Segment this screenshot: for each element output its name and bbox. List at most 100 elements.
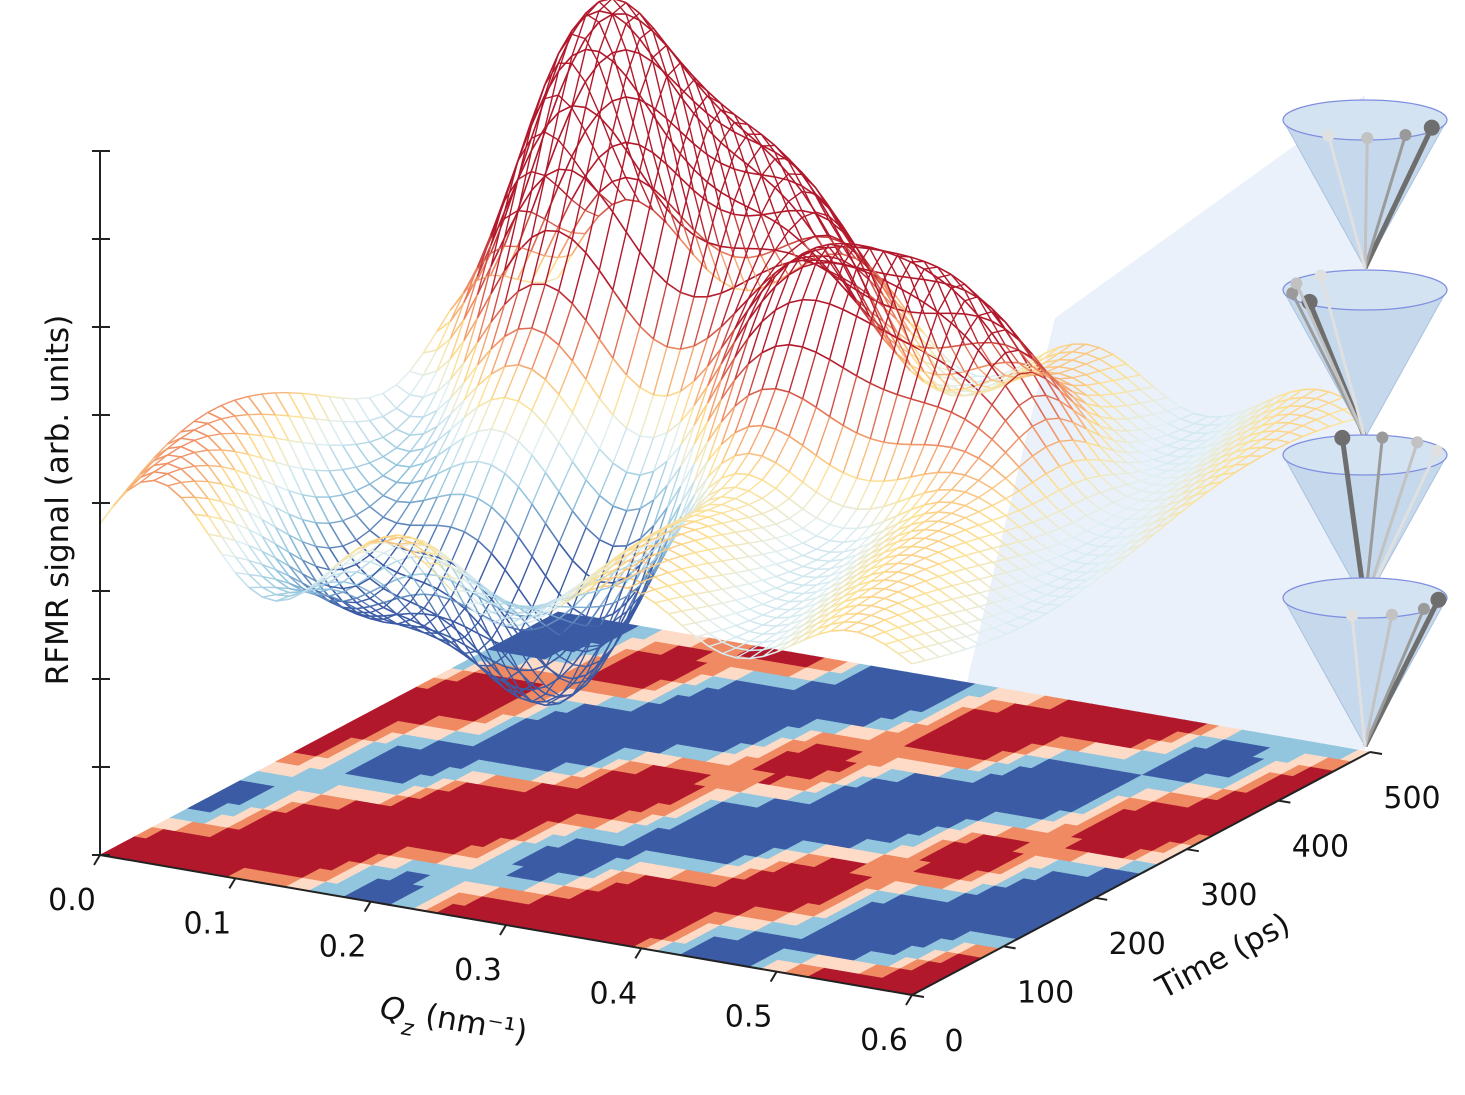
wire-segment <box>1302 414 1317 421</box>
wire-segment <box>490 366 506 400</box>
wire-segment <box>938 602 953 614</box>
wire-segment <box>492 595 506 602</box>
wire-segment <box>828 215 844 242</box>
wire-segment <box>490 198 506 246</box>
wire-segment <box>911 622 926 634</box>
wire-segment <box>248 511 263 521</box>
wire-segment <box>328 522 344 547</box>
wire-segment <box>450 494 466 528</box>
wire-segment <box>207 498 223 520</box>
wire-segment <box>584 10 600 50</box>
wire-segment <box>342 466 357 471</box>
wire-segment <box>530 94 546 151</box>
wire-segment <box>1033 610 1047 615</box>
wire-segment <box>1099 522 1114 529</box>
wire-segment <box>275 543 290 553</box>
wire-segment <box>329 571 344 583</box>
wire-segment <box>856 477 871 482</box>
wire-segment <box>395 384 411 396</box>
wire-segment <box>721 602 737 614</box>
wire-segment <box>261 479 277 508</box>
wire-segment <box>1127 544 1142 551</box>
wire-segment <box>289 591 304 600</box>
wire-segment <box>964 450 979 459</box>
wire-segment <box>978 564 994 577</box>
wire-segment <box>356 608 371 617</box>
wire-segment <box>585 667 601 682</box>
wire-segment <box>828 219 843 232</box>
wire-segment <box>693 460 709 482</box>
wire-segment <box>274 414 290 441</box>
wire-segment <box>491 640 507 668</box>
wire-segment <box>1059 555 1074 563</box>
wire-segment <box>584 1 600 17</box>
wire-segment <box>370 549 385 554</box>
wire-segment <box>829 523 844 529</box>
wire-segment <box>761 266 776 286</box>
wire-segment <box>234 539 249 547</box>
wire-segment <box>694 495 709 511</box>
wire-segment <box>775 507 790 520</box>
wire-segment <box>207 480 222 485</box>
wire-segment <box>369 475 384 485</box>
wire-segment <box>167 468 182 475</box>
wire-segment <box>951 546 966 557</box>
wire-segment <box>544 255 559 259</box>
wire-segment <box>721 472 736 479</box>
wire-segment <box>627 587 642 595</box>
wire-segment <box>1126 483 1141 492</box>
wire-segment <box>531 625 547 653</box>
wire-segment <box>436 309 451 333</box>
wire-segment <box>436 467 452 498</box>
wire-segment <box>450 417 465 447</box>
wire-segment <box>708 619 723 631</box>
wire-segment <box>1126 404 1141 418</box>
wire-segment <box>530 175 546 213</box>
wire-segment <box>1221 457 1236 464</box>
wire-segment <box>1248 446 1263 450</box>
wire-segment <box>316 575 331 585</box>
wire-segment <box>194 429 209 437</box>
wire-segment <box>693 460 709 496</box>
wire-segment <box>558 664 574 679</box>
wire-segment <box>517 410 533 442</box>
wire-segment <box>1194 456 1209 463</box>
wire-segment <box>409 352 424 372</box>
wire-segment <box>1194 483 1209 491</box>
wire-segment <box>612 472 628 507</box>
wire-segment <box>1031 455 1047 475</box>
wire-segment <box>612 289 628 310</box>
wire-segment <box>544 491 560 524</box>
wire-segment <box>652 188 667 224</box>
wire-segment <box>1031 371 1047 396</box>
wire-segment <box>639 435 654 439</box>
wire-segment <box>626 538 641 547</box>
wire-segment <box>477 348 492 366</box>
wire-segment <box>585 539 601 575</box>
wire-segment <box>869 310 884 322</box>
wire-segment <box>789 618 804 625</box>
wire-segment <box>519 611 534 620</box>
wire-segment <box>598 448 614 464</box>
wire-segment <box>181 480 195 484</box>
wire-segment <box>437 575 453 601</box>
wire-segment <box>302 559 317 567</box>
wire-segment <box>355 466 371 485</box>
wire-segment <box>748 503 763 515</box>
wire-segment <box>1221 451 1236 458</box>
wire-segment <box>924 443 938 447</box>
wire-segment <box>504 682 520 698</box>
wire-segment <box>1275 438 1290 444</box>
wire-segment <box>1073 549 1088 556</box>
wire-segment <box>884 554 899 559</box>
wire-segment <box>734 363 750 407</box>
wire-segment <box>424 613 438 617</box>
wire-segment <box>870 505 885 510</box>
wire-segment <box>774 201 790 222</box>
wire-segment <box>1140 489 1155 494</box>
wire-segment <box>492 609 506 614</box>
wire-segment <box>788 517 804 529</box>
wire-segment <box>194 513 209 535</box>
wire-segment <box>1194 477 1209 485</box>
wire-segment <box>1275 413 1290 417</box>
